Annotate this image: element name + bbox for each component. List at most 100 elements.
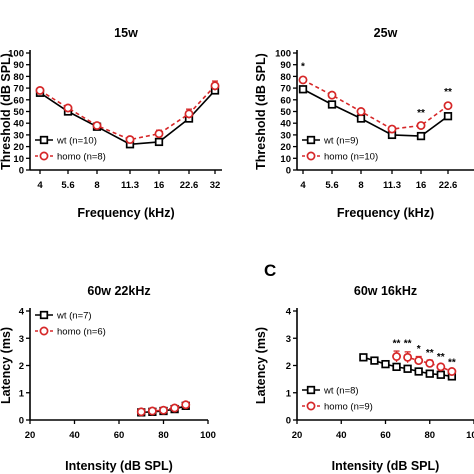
x-axis-label: Frequency (kHz) [337,206,434,220]
x-tick-label: 8 [94,180,99,191]
data-point [403,364,412,373]
chart-title: 60w 16kHz [354,284,417,298]
y-tick-label: 0 [286,416,291,427]
y-tick-label: 70 [13,84,24,95]
y-tick-label: 0 [286,166,291,177]
legend-label: homo (n=8) [57,152,106,163]
data-point [327,100,337,109]
y-tick-label: 100 [275,49,291,60]
data-point [356,107,366,116]
data-point [392,352,402,361]
chart-panel: 60w 16kHz 0 1 2 3 4 20 40 60 80 100 Intensity (dB S… [254,284,474,473]
x-tick-label: 40 [336,430,347,441]
data-point [443,112,453,121]
legend-label: wt (n=10) [56,136,97,147]
legend-label: wt (n=7) [56,311,92,322]
y-tick-label: 100 [8,49,24,60]
x-tick-label: 4 [300,180,306,191]
legend-label: wt (n=8) [323,386,359,397]
x-tick-label: 32 [210,180,221,191]
y-tick-label: 0 [19,416,24,427]
y-tick-label: 1 [286,388,292,399]
data-point [35,85,45,95]
y-tick-label: 4 [19,307,25,318]
significance-marker: * [417,344,421,355]
data-point [136,407,146,417]
data-point [298,75,308,85]
data-point [184,109,194,119]
data-point [327,90,337,100]
x-axis-label: Frequency (kHz) [77,206,174,220]
data-point [392,362,401,372]
data-point [443,101,453,111]
y-tick-label: 10 [280,154,291,165]
x-tick-label: 100 [466,430,474,441]
significance-marker: ** [417,108,425,119]
data-point [416,121,426,130]
data-point [425,358,435,368]
y-tick-label: 30 [280,130,291,141]
x-tick-label: 22.6 [439,180,458,191]
data-point [356,114,366,123]
y-tick-label: 1 [19,388,25,399]
x-tick-label: 11.3 [121,180,139,191]
y-tick-label: 40 [280,119,291,130]
data-point [414,367,423,376]
data-point [370,356,379,365]
x-tick-label: 20 [25,430,36,441]
y-tick-label: 3 [19,334,24,345]
x-tick-label: 60 [114,430,125,441]
panel-letter: C [264,261,276,280]
y-tick-label: 70 [280,84,291,95]
significance-marker: ** [448,358,456,369]
x-tick-label: 4 [37,180,43,191]
x-tick-label: 20 [292,430,303,441]
x-tick-label: 80 [424,430,435,441]
chart-panel: 60w 22kHz 0 1 2 3 4 20 40 60 80 100 Intensity (dB S… [0,284,216,473]
y-tick-label: 2 [286,361,291,372]
x-tick-label: 16 [154,180,165,191]
data-point [125,135,135,145]
y-tick-label: 30 [13,130,24,141]
chart-title: 15w [114,26,138,40]
data-point [147,406,157,416]
data-point [154,137,164,147]
legend-marker [306,385,316,395]
x-tick-label: 5.6 [61,180,74,191]
x-tick-label: 16 [416,180,427,191]
y-tick-label: 2 [19,361,24,372]
x-tick-label: 11.3 [383,180,401,191]
x-tick-label: 100 [200,430,216,441]
y-tick-label: 4 [286,307,292,318]
data-point [92,121,102,130]
data-point [416,131,426,141]
data-point [414,356,424,366]
y-axis-label: Latency (ms) [0,327,13,404]
y-axis-label: Threshold (dB SPL) [0,53,13,170]
y-tick-label: 40 [13,119,24,130]
data-point [170,403,180,413]
x-axis-label: Intensity (dB SPL) [65,459,173,473]
y-tick-label: 0 [19,166,24,177]
y-tick-label: 50 [13,107,24,118]
y-tick-label: 10 [13,154,24,165]
legend-label: homo (n=10) [324,152,378,163]
data-point [425,369,434,378]
y-tick-label: 80 [13,72,24,83]
data-point [298,85,308,94]
significance-marker: * [301,61,305,72]
data-point [436,370,445,379]
chart-title: 25w [374,26,398,40]
x-tick-label: 60 [380,430,391,441]
y-tick-label: 90 [13,60,24,71]
data-point [210,81,220,91]
data-point [154,129,164,139]
significance-marker: ** [393,338,401,349]
y-axis-label: Threshold (dB SPL) [254,53,268,170]
legend-marker [306,151,316,161]
y-tick-label: 60 [13,95,24,106]
series-line [302,79,449,130]
legend-label: wt (n=9) [323,136,359,147]
